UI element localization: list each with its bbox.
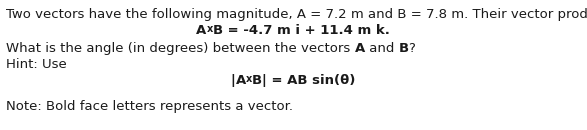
Text: Two vectors have the following magnitude, A = 7.2 m and B = 7.8 m. Their vector : Two vectors have the following magnitude… [6, 8, 587, 21]
Text: Note: Bold face letters represents a vector.: Note: Bold face letters represents a vec… [6, 100, 293, 113]
Text: B: B [212, 24, 223, 37]
Text: B: B [399, 42, 409, 55]
Text: x: x [246, 74, 252, 84]
Text: |: | [231, 74, 235, 87]
Text: | = AB sin(θ): | = AB sin(θ) [262, 74, 356, 87]
Text: What is the angle (in degrees) between the vectors: What is the angle (in degrees) between t… [6, 42, 355, 55]
Text: Hint: Use: Hint: Use [6, 58, 67, 71]
Text: x: x [207, 24, 212, 34]
Text: B: B [252, 74, 262, 87]
Text: A: A [196, 24, 207, 37]
Text: = -4.7 m i + 11.4 m k.: = -4.7 m i + 11.4 m k. [223, 24, 390, 37]
Text: A: A [235, 74, 246, 87]
Text: ?: ? [409, 42, 416, 55]
Text: A: A [355, 42, 365, 55]
Text: and: and [365, 42, 399, 55]
